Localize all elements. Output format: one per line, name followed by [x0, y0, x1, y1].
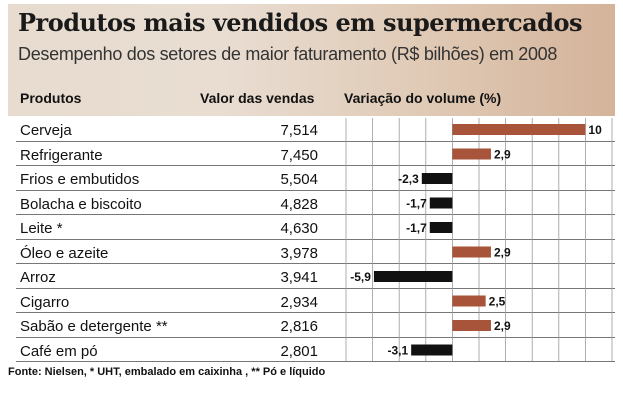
row-separator	[16, 361, 615, 362]
bar	[452, 320, 491, 331]
sales-value: 2,801	[280, 342, 318, 360]
data-label: -1,7	[406, 197, 427, 211]
chart-frame: Produtos mais vendidos em supermercados …	[8, 4, 615, 400]
bar	[421, 173, 453, 184]
header-products: Produtos	[20, 90, 82, 106]
bar	[411, 344, 453, 356]
data-label: 2,9	[494, 319, 511, 333]
row-label: Cigarro	[20, 293, 70, 311]
row-separator	[16, 287, 615, 289]
bar	[373, 271, 453, 282]
row-separator	[16, 312, 615, 313]
row-separator	[16, 336, 615, 338]
row-separator	[16, 189, 615, 191]
bar	[452, 295, 486, 307]
sales-value: 7,514	[280, 122, 318, 139]
row-separator	[16, 238, 615, 240]
row-label: Café em pó	[20, 342, 98, 360]
row-label: Bolacha e biscoito	[20, 195, 142, 213]
data-label: 2,9	[494, 246, 511, 260]
data-label: -1,7	[406, 221, 427, 235]
data-label: -2,3	[398, 172, 419, 186]
bar	[452, 124, 586, 135]
bar	[452, 148, 491, 160]
row-label: Óleo e azeite	[20, 244, 109, 262]
data-label: 10	[588, 123, 602, 137]
sales-value: 7,450	[280, 146, 318, 164]
data-table: Cerveja 7,514 Refrigerante 7,450 Frios e emb…	[8, 116, 615, 366]
sales-value: 5,504	[280, 171, 318, 188]
header-volume: Variação do volume (%)	[344, 90, 502, 106]
chart-subtitle: Desempenho dos setores de maior faturame…	[18, 44, 558, 64]
row-separator	[16, 214, 615, 215]
data-label: 2,9	[494, 148, 511, 162]
data-label: -3,1	[387, 344, 408, 358]
sales-value: 3,978	[280, 244, 318, 262]
bar	[452, 246, 491, 258]
row-label: Leite *	[20, 220, 63, 237]
chart-title: Produtos mais vendidos em supermercados	[18, 8, 583, 37]
row-label: Refrigerante	[20, 146, 103, 164]
data-label: 2,5	[489, 295, 506, 309]
row-label: Sabão e detergente **	[20, 318, 168, 335]
bar-chart-svg: 10 2,9 -2,3 -1,7 -1,7 2,9 -5,9 2,5 2,9 -3,1	[345, 118, 613, 361]
row-label: Arroz	[20, 269, 56, 286]
row-separator	[16, 165, 615, 166]
row-label: Cerveja	[20, 122, 72, 139]
data-label: -5,9	[350, 270, 371, 284]
sales-value: 4,828	[280, 195, 318, 213]
row-label: Frios e embutidos	[20, 171, 140, 188]
row-separator	[16, 140, 615, 142]
bar	[429, 197, 453, 209]
header-band	[8, 4, 615, 116]
sales-value: 2,816	[280, 318, 318, 335]
row-separator	[16, 263, 615, 264]
sales-value: 2,934	[280, 293, 318, 311]
source-footnote: Fonte: Nielsen, * UHT, embalado em caixi…	[8, 366, 326, 378]
sales-value: 3,941	[280, 269, 318, 286]
bar	[429, 222, 453, 233]
header-sales: Valor das vendas	[200, 90, 315, 106]
sales-value: 4,630	[280, 220, 318, 237]
